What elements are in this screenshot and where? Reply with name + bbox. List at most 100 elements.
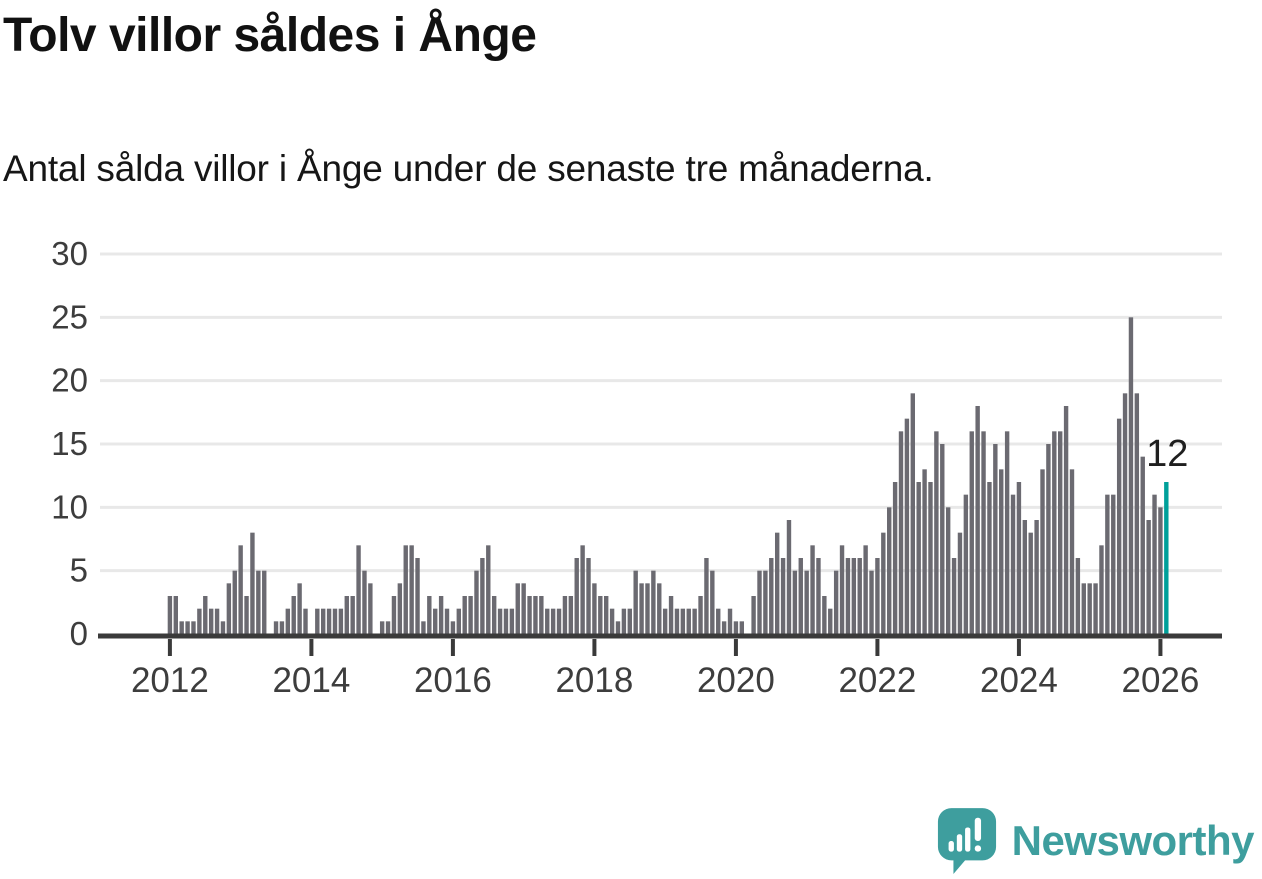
bar — [1075, 558, 1081, 634]
bar — [651, 570, 656, 634]
y-axis-tick-label: 0 — [70, 615, 88, 652]
bar — [1128, 317, 1134, 634]
bar — [928, 482, 933, 634]
bar — [203, 596, 208, 634]
bar — [545, 608, 550, 634]
bar — [845, 558, 851, 634]
bar — [881, 532, 886, 634]
chart-subtitle: Antal sålda villor i Ånge under de senas… — [3, 148, 934, 189]
bar — [792, 570, 798, 634]
bar — [226, 583, 232, 634]
bar — [297, 583, 302, 634]
highlight-bar — [1164, 482, 1169, 634]
bar — [904, 418, 910, 634]
bar — [562, 596, 568, 634]
bar — [167, 596, 173, 634]
bar — [1140, 456, 1145, 634]
bar — [421, 621, 426, 634]
bar — [468, 596, 473, 634]
bar — [321, 608, 326, 634]
bar — [633, 570, 638, 634]
logo-wordmark: Newsworthy — [1011, 817, 1255, 864]
bar — [1158, 507, 1163, 634]
bar — [733, 621, 739, 634]
bar — [326, 608, 332, 634]
bar — [769, 558, 774, 634]
bar — [491, 596, 497, 634]
bar — [627, 608, 632, 634]
bar — [521, 583, 526, 634]
bar — [238, 545, 243, 634]
bar — [680, 608, 686, 634]
bar — [462, 596, 467, 634]
bar — [786, 520, 792, 634]
x-axis-tick-label: 2022 — [838, 661, 916, 700]
bar — [244, 596, 249, 634]
bar — [1087, 583, 1092, 634]
bar — [586, 558, 591, 634]
bar — [291, 596, 296, 634]
bar — [539, 596, 544, 634]
bar — [208, 608, 214, 634]
x-axis-tick-label: 2016 — [414, 661, 492, 700]
bar — [332, 608, 338, 634]
bar — [657, 583, 662, 634]
bar — [851, 558, 857, 634]
bar — [757, 570, 762, 634]
bar — [533, 596, 538, 634]
bar — [379, 621, 385, 634]
bar — [615, 621, 621, 634]
bar — [993, 444, 998, 634]
bar — [662, 608, 668, 634]
bar — [527, 596, 532, 634]
bar — [686, 608, 691, 634]
y-axis-tick-label: 15 — [51, 425, 88, 462]
bar — [668, 596, 674, 634]
x-axis-tick-label: 2018 — [555, 661, 633, 700]
bar — [197, 608, 202, 634]
bar — [645, 583, 650, 634]
bar — [456, 608, 461, 634]
bar — [1046, 444, 1051, 634]
bar — [951, 558, 957, 634]
bar — [869, 570, 874, 634]
bar — [945, 507, 951, 634]
bar — [356, 545, 361, 634]
bar — [1010, 494, 1016, 634]
bar — [568, 596, 574, 634]
bar — [839, 545, 845, 634]
bar — [999, 469, 1004, 634]
bar — [798, 558, 803, 634]
bar — [427, 596, 432, 634]
bar — [816, 558, 821, 634]
bar — [1081, 583, 1086, 634]
bar — [898, 431, 904, 634]
bar — [409, 545, 414, 634]
bar — [1052, 431, 1057, 634]
bar — [1111, 494, 1116, 634]
x-axis-tick-label: 2024 — [980, 661, 1058, 700]
bar — [751, 596, 756, 634]
bar — [415, 558, 420, 634]
bar — [444, 608, 450, 634]
y-axis-tick-label: 5 — [70, 552, 88, 589]
newsworthy-logo: Newsworthy — [936, 806, 1255, 876]
bar — [1134, 393, 1140, 634]
speech-bubble-bar-chart-icon — [937, 808, 996, 874]
bar — [315, 608, 320, 634]
axes — [98, 633, 1222, 656]
bar — [214, 608, 220, 634]
bar — [285, 608, 291, 634]
bar — [1016, 482, 1022, 634]
bar — [910, 393, 915, 634]
bar — [391, 596, 397, 634]
bar — [598, 596, 603, 634]
bar — [892, 482, 898, 634]
bar — [692, 608, 697, 634]
bar — [191, 621, 196, 634]
bar — [368, 583, 373, 634]
bar — [763, 570, 768, 634]
x-axis-tick-label: 2012 — [131, 661, 209, 700]
bar — [1116, 418, 1122, 634]
bar — [1122, 393, 1128, 634]
